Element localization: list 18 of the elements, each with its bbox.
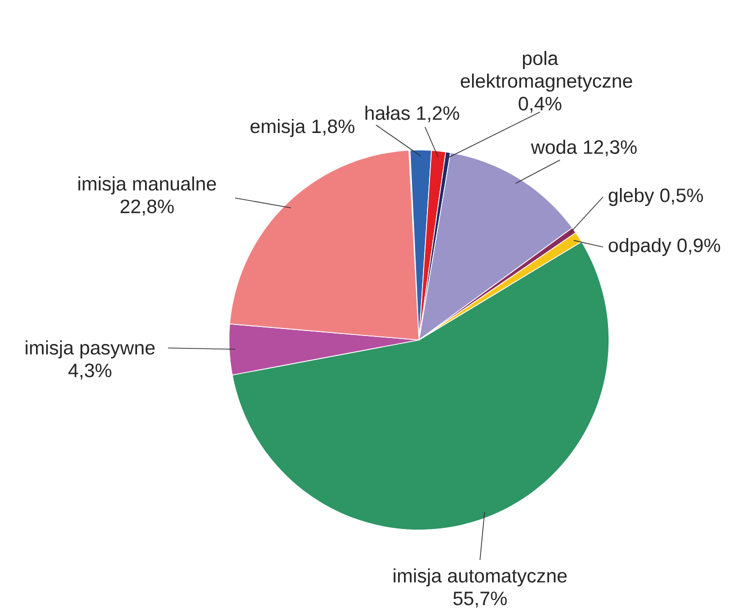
data-label: 12,3% (584, 140, 637, 156)
slice-label: hałas (366, 106, 410, 120)
slice-label: gleby (608, 188, 654, 206)
data-label: 0,5% (660, 188, 703, 204)
slice-label: pola elektromagnetyczne (460, 50, 632, 92)
slice-label: woda (530, 140, 578, 154)
slice-label: imisja automatyczne (394, 568, 567, 586)
data-label: 0,9% (677, 238, 720, 254)
data-label: 0,4% (518, 96, 562, 113)
data-label: 55,7% (453, 592, 507, 608)
data-label: 4,3% (68, 364, 112, 380)
slice-label: imisja pasywne (26, 340, 155, 358)
slice-label: imisja manualne (78, 176, 216, 194)
data-label: 1,2% (417, 106, 460, 122)
slice-label: odpady (608, 238, 672, 256)
data-label: 1,8% (312, 119, 354, 136)
slice-label: emisja (250, 118, 306, 138)
data-label: 22,8% (120, 200, 174, 216)
